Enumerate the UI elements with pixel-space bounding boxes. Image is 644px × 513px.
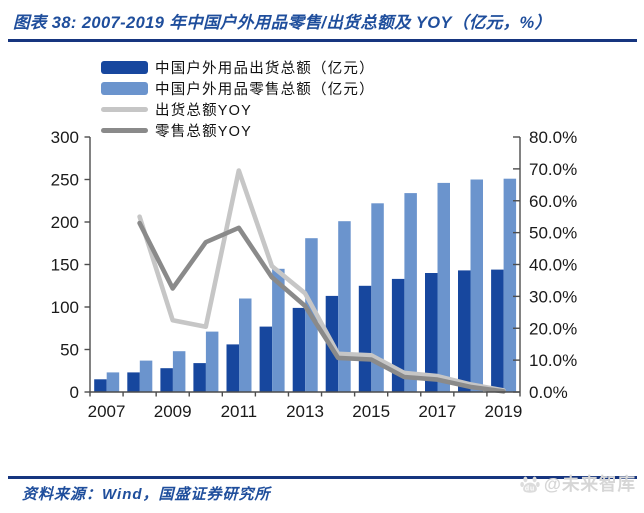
right-axis-label: 80.0% xyxy=(529,128,577,147)
right-axis-label: 60.0% xyxy=(529,192,577,211)
bar-shipment_total-2019 xyxy=(491,269,504,392)
legend-label: 中国户外用品零售总额（亿元） xyxy=(155,82,375,98)
legend-item-retail-yoy: 零售总额YOY xyxy=(101,120,375,141)
shipment-yoy-line-swatch-icon xyxy=(101,107,148,112)
title-divider xyxy=(8,39,637,42)
paw-logo-icon: du xyxy=(520,476,540,493)
bar-retail_total-2018 xyxy=(470,179,483,392)
bar-shipment_total-2008 xyxy=(127,372,140,392)
bar-retail_total-2010 xyxy=(205,331,219,392)
svg-text:du: du xyxy=(525,485,535,492)
x-axis-label: 2007 xyxy=(88,402,126,421)
bar-retail_total-2015 xyxy=(371,203,384,392)
legend-item-retail-total: 中国户外用品零售总额（亿元） xyxy=(101,78,375,99)
bar-shipment_total-2009 xyxy=(160,368,173,392)
line-retail_yoy xyxy=(137,220,506,394)
right-axis-label: 30.0% xyxy=(529,287,577,306)
bar-retail_total-2016 xyxy=(404,193,417,392)
watermark-text: @未来智库 xyxy=(543,474,636,494)
bar-shipment_total-2018 xyxy=(458,270,471,392)
bar-shipment_total-2010 xyxy=(193,363,206,392)
legend-item-shipment-total: 中国户外用品出货总额（亿元） xyxy=(101,57,375,78)
x-axis-label: 2019 xyxy=(485,402,523,421)
x-axis-label: 2011 xyxy=(221,402,258,421)
shipment-bar-swatch-icon xyxy=(101,61,148,74)
left-axis-label: 0 xyxy=(70,383,79,402)
bar-retail_total-2008 xyxy=(139,360,153,392)
left-axis-label: 250 xyxy=(51,171,79,190)
right-axis-label: 10.0% xyxy=(529,351,577,370)
left-axis-label: 200 xyxy=(51,213,79,232)
retail-bar-swatch-icon xyxy=(101,82,148,95)
legend-label: 零售总额YOY xyxy=(155,124,253,140)
bar-retail_total-2009 xyxy=(172,351,186,392)
left-axis-label: 50 xyxy=(60,341,79,360)
bar-retail_total-2012 xyxy=(272,268,285,393)
footer-divider xyxy=(8,476,637,479)
bar-shipment_total-2012 xyxy=(259,326,273,392)
legend-label: 出货总额YOY xyxy=(155,103,253,119)
bar-shipment_total-2013 xyxy=(292,307,306,392)
source-note: 资料来源：Wind，国盛证券研究所 xyxy=(22,486,271,503)
bar-shipment_total-2015 xyxy=(358,285,372,393)
left-axis-label: 100 xyxy=(51,298,79,317)
right-axis-label: 50.0% xyxy=(529,224,577,243)
bar-shipment_total-2011 xyxy=(226,344,239,392)
bar-shipment_total-2017 xyxy=(425,273,438,392)
chart-legend: 中国户外用品出货总额（亿元） 中国户外用品零售总额（亿元） 出货总额YOY 零售… xyxy=(101,57,375,141)
line-shipment_yoy xyxy=(137,168,506,393)
right-axis-label: 20.0% xyxy=(529,319,577,338)
bar-retail_total-2019 xyxy=(503,178,517,392)
legend-label: 中国户外用品出货总额（亿元） xyxy=(155,61,375,77)
bar-retail_total-2007 xyxy=(106,372,120,392)
x-axis-label: 2017 xyxy=(418,402,456,421)
x-axis-label: 2009 xyxy=(154,402,192,421)
x-axis-label: 2015 xyxy=(352,402,390,421)
left-axis-label: 150 xyxy=(51,256,79,275)
watermark: du @未来智库 xyxy=(519,471,636,496)
bar-shipment_total-2007 xyxy=(94,379,107,393)
x-axis-label: 2013 xyxy=(286,402,324,421)
right-axis-label: 70.0% xyxy=(529,160,577,179)
figure-title: 图表 38: 2007-2019 年中国户外用品零售/出货总额及 YOY（亿元，… xyxy=(13,14,552,32)
bar-shipment_total-2016 xyxy=(391,278,405,392)
retail-yoy-line-swatch-icon xyxy=(101,128,148,133)
right-axis-label: 40.0% xyxy=(529,256,577,275)
bar-retail_total-2017 xyxy=(437,182,450,392)
bar-retail_total-2011 xyxy=(239,298,252,392)
bar-retail_total-2014 xyxy=(338,221,351,392)
left-axis-label: 300 xyxy=(51,128,79,147)
right-axis-label: 0.0% xyxy=(529,383,568,402)
legend-item-shipment-yoy: 出货总额YOY xyxy=(101,99,375,120)
